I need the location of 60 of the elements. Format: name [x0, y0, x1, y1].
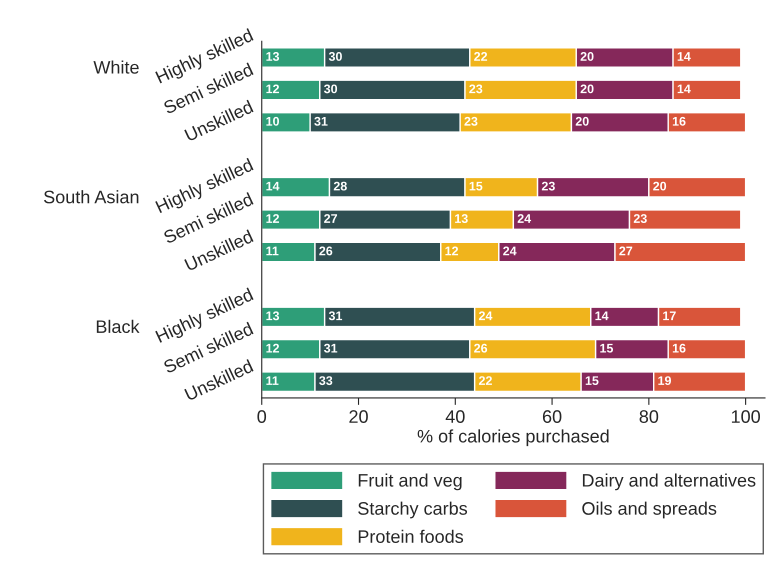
x-tick-label: 80: [640, 410, 658, 423]
data-label: 23: [469, 84, 482, 94]
legend-label: Starchy carbs: [358, 502, 468, 518]
data-label: 15: [470, 182, 482, 191]
data-label: 22: [478, 376, 492, 385]
data-label: 16: [672, 116, 686, 126]
text: South Asian: [44, 190, 138, 204]
data-label: 17: [663, 311, 676, 320]
data-label: 20: [653, 182, 666, 191]
data-label: 10: [266, 116, 280, 126]
data-label: 15: [586, 376, 599, 386]
legend-label: Dairy and alternatives: [582, 473, 756, 490]
data-label: 31: [328, 311, 342, 320]
text: White: [93, 60, 139, 74]
legend-label: Protein foods: [358, 530, 464, 543]
data-label: 12: [266, 344, 280, 353]
x-axis-title: % of calories purchased: [418, 429, 609, 446]
x-tick-label: 40: [446, 410, 465, 423]
data-label: 24: [478, 311, 492, 320]
data-label: 12: [266, 84, 280, 94]
data-label: 20: [580, 52, 594, 61]
data-label: 24: [518, 214, 532, 223]
x-tick-label: 20: [349, 410, 368, 423]
data-label: 16: [672, 344, 686, 353]
data-label: 14: [266, 182, 280, 190]
x-tick-label: 100: [732, 410, 760, 423]
data-label: 13: [266, 52, 280, 61]
data-label: 13: [455, 214, 468, 223]
data-label: 28: [334, 182, 347, 191]
data-label: 20: [576, 116, 589, 126]
data-label: 14: [595, 311, 608, 320]
x-tick-label: 60: [542, 410, 562, 423]
data-label: 22: [474, 52, 488, 61]
data-label: 11: [266, 246, 278, 256]
data-label: 31: [324, 344, 338, 353]
data-label: 11: [266, 376, 278, 385]
x-tick-label: 0: [257, 410, 266, 423]
data-label: 20: [580, 84, 594, 94]
data-label: 15: [600, 344, 614, 353]
data-label: 33: [319, 376, 332, 386]
data-label: 24: [503, 246, 517, 256]
data-label: 12: [266, 214, 280, 223]
data-label: 13: [266, 311, 280, 320]
data-label: 26: [319, 246, 332, 256]
legend-label: Oils and spreads: [582, 502, 716, 518]
data-label: 31: [314, 116, 328, 126]
data-label: 27: [619, 246, 632, 256]
data-label: 23: [634, 214, 647, 223]
data-label: 30: [324, 84, 338, 94]
data-label: 23: [464, 116, 478, 126]
data-label: 26: [474, 344, 488, 353]
data-label: 14: [678, 52, 691, 61]
data-label: 12: [445, 246, 458, 256]
data-label: 30: [328, 52, 342, 61]
data-label: 14: [678, 84, 691, 94]
legend-label: Fruit and veg: [358, 473, 462, 490]
data-label: 23: [542, 182, 555, 191]
data-label: 19: [658, 376, 671, 386]
text: Black: [96, 320, 140, 334]
data-label: 27: [324, 214, 338, 223]
